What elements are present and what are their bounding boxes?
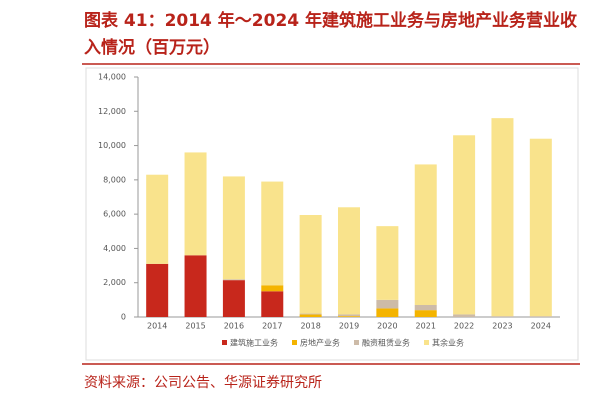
x-tick-label: 2019 [339,322,359,331]
bar-segment [299,313,322,315]
bar-segment [414,310,437,317]
x-tick-label: 2015 [185,322,205,331]
bar-segment [222,176,245,280]
y-tick-label: 12,000 [98,107,126,116]
bar-segment [414,164,437,305]
bar-segment [338,316,360,317]
x-tick-label: 2020 [377,322,397,331]
bar-segment [222,279,245,281]
x-tick-label: 2017 [262,322,282,331]
bar-segment [338,207,360,315]
x-tick-label: 2018 [300,322,320,331]
legend-swatch [222,340,227,345]
x-tick-label: 2021 [416,322,436,331]
bar-segment [376,226,399,300]
bar-segment [453,314,476,317]
bar-segment [184,255,207,317]
y-tick-label: 10,000 [98,141,126,150]
source-note: 资料来源：公司公告、华源证券研究所 [84,375,322,391]
x-tick-label: 2014 [147,322,167,331]
bar-segment [529,316,552,317]
bar-segment [529,138,552,317]
x-tick-label: 2022 [454,322,474,331]
bar-segment [222,280,245,317]
bar-segment [376,308,399,317]
y-tick-label: 8,000 [103,175,126,184]
legend-label: 融资租赁业务 [362,338,410,348]
legend-swatch [354,340,359,345]
bar-segment [376,299,399,309]
bar-segment [299,314,322,317]
legend-label: 房地产业务 [300,338,340,348]
bar-segment [146,263,169,317]
y-tick-label: 0 [121,313,126,322]
x-tick-label: 2016 [224,322,244,331]
chart-title: 图表 41：2014 年～2024 年建筑施工业务与房地产业务营业收入情况（百万… [84,11,578,58]
legend-swatch [424,340,429,345]
x-tick-label: 2023 [492,322,512,331]
bar-segment [299,215,322,314]
bar-segment [261,285,284,292]
bar-segment [491,118,514,317]
bar-segment [184,152,207,256]
bar-segment [414,305,437,311]
bar-segment [453,135,476,315]
bar-segment [261,181,284,286]
y-tick-label: 4,000 [103,244,126,253]
y-tick-label: 2,000 [103,278,126,287]
y-tick-label: 14,000 [98,73,126,82]
legend-swatch [292,340,297,345]
bar-segment [146,174,169,264]
bar-segment [491,316,514,317]
y-tick-label: 6,000 [103,210,126,219]
chart-frame [85,67,579,361]
bar-segment [261,291,284,317]
x-tick-label: 2024 [531,322,551,331]
legend-label: 其余业务 [432,338,464,348]
legend-label: 建筑施工业务 [230,338,278,348]
bar-segment [338,314,360,317]
